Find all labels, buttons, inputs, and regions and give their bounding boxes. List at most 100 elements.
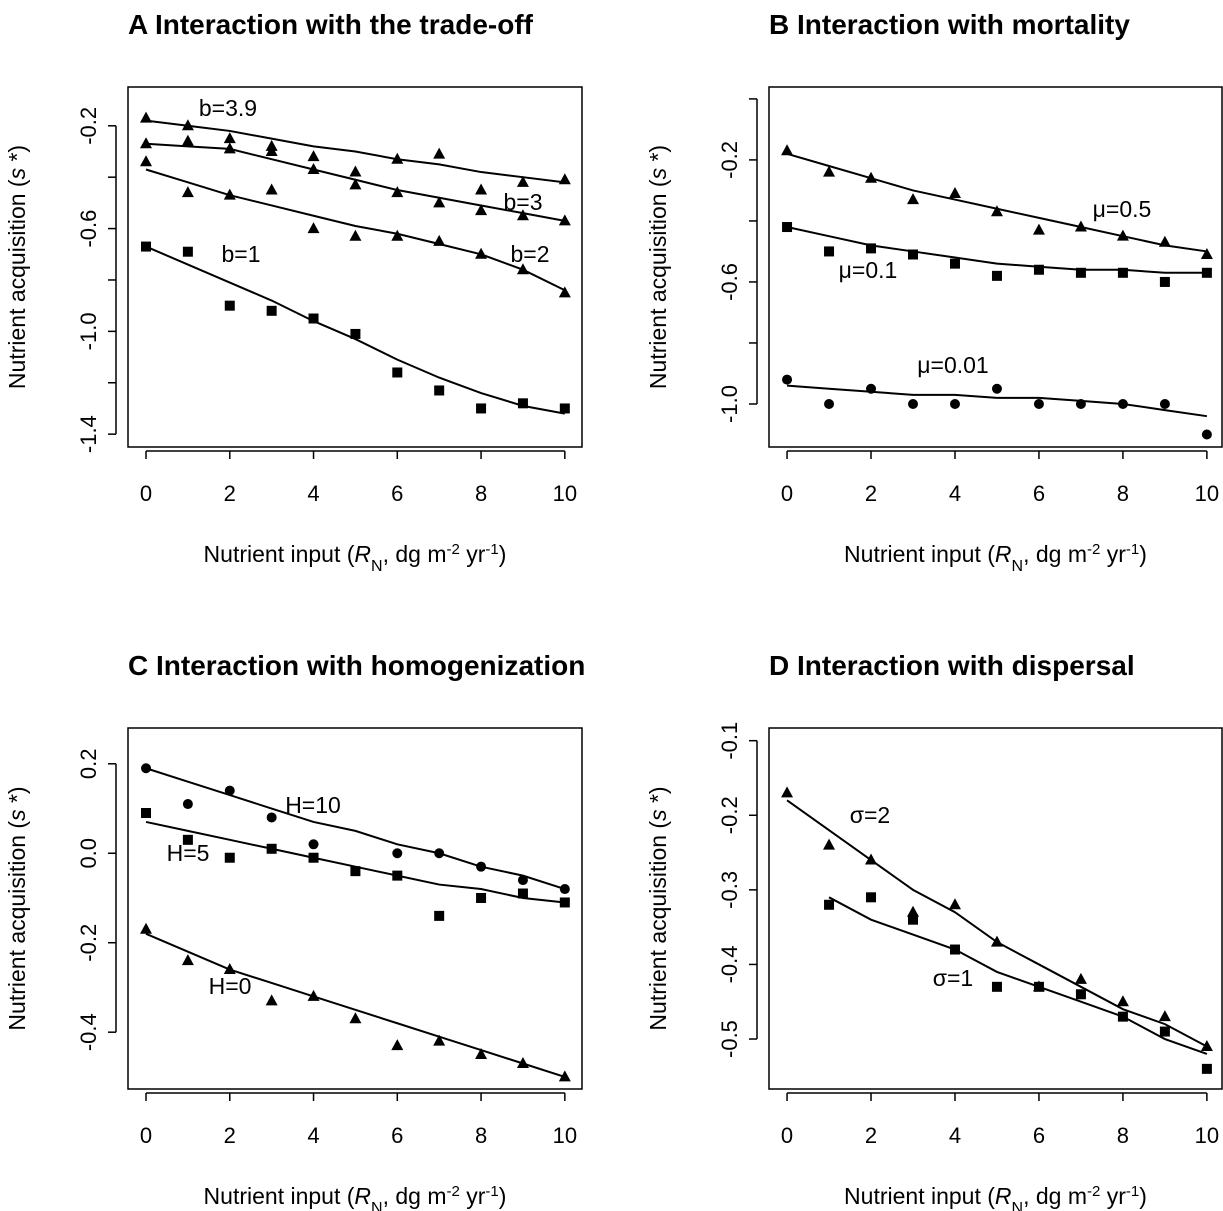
point <box>140 137 153 149</box>
point <box>266 812 277 823</box>
fit-line <box>145 119 565 184</box>
series-label: μ=0.1 <box>839 257 898 283</box>
x-axis-label-part: -2 <box>447 541 460 558</box>
point <box>265 144 278 156</box>
x-tick-label: 10 <box>1195 481 1219 506</box>
x-tick-label: 0 <box>781 481 793 506</box>
point <box>1200 247 1213 259</box>
y-axis-label-part: s <box>4 167 30 179</box>
y-tick-label: -0.2 <box>76 107 101 145</box>
x-axis-label-part: yr <box>460 541 486 567</box>
point <box>392 870 403 881</box>
x-axis-label-part: N <box>1012 558 1024 575</box>
point <box>558 214 571 226</box>
x-axis-label-part: R <box>995 1183 1012 1209</box>
point <box>224 300 235 311</box>
point <box>308 839 319 850</box>
y-axis-label-part: s <box>645 809 671 821</box>
point <box>475 204 488 216</box>
point <box>948 898 961 910</box>
point <box>141 763 152 774</box>
x-axis-label-part: -1 <box>1126 541 1139 558</box>
x-axis-label-part: -2 <box>447 1183 460 1200</box>
point <box>141 241 152 252</box>
series-label: H=0 <box>209 973 252 999</box>
x-axis-label-part: ) <box>1139 541 1147 567</box>
point <box>224 785 235 796</box>
fit-line <box>786 226 1207 274</box>
x-tick-label: 4 <box>307 481 319 506</box>
series-label: b=2 <box>510 241 549 267</box>
y-tick-label: -0.4 <box>76 1013 101 1051</box>
x-axis-label-part: -2 <box>1087 541 1100 558</box>
x-axis-label-part: -1 <box>485 1183 498 1200</box>
x-tick-label: 4 <box>949 1123 961 1148</box>
point <box>1033 398 1044 409</box>
point <box>559 403 570 414</box>
y-tick-label: 0.0 <box>76 838 101 869</box>
point <box>949 944 960 955</box>
point <box>782 374 793 385</box>
point <box>1116 229 1129 241</box>
point <box>1201 429 1212 440</box>
x-tick-label: 2 <box>224 481 236 506</box>
x-tick-label: 10 <box>553 1123 577 1148</box>
plot-box <box>127 86 583 448</box>
point <box>182 246 193 257</box>
x-axis-label-part: N <box>371 1200 383 1211</box>
point <box>1032 223 1045 235</box>
point <box>475 1048 488 1060</box>
point <box>823 838 836 850</box>
y-axis-label-part: *) <box>645 786 671 809</box>
x-tick-label: 10 <box>1195 1123 1219 1148</box>
point <box>265 994 278 1006</box>
fit-line <box>145 168 566 292</box>
y-tick-label: -0.2 <box>717 796 742 834</box>
point <box>782 222 793 233</box>
point <box>476 403 487 414</box>
y-tick-label: -0.6 <box>717 263 742 301</box>
point <box>907 905 920 917</box>
y-axis-label-part: Nutrient acquisition ( <box>645 179 671 389</box>
x-tick-label: 8 <box>1117 1123 1129 1148</box>
y-axis-label-part: *) <box>4 786 30 809</box>
point <box>141 807 152 818</box>
x-tick-label: 4 <box>307 1123 319 1148</box>
point <box>558 173 571 185</box>
x-tick-label: 6 <box>391 1123 403 1148</box>
series-label: σ=1 <box>933 965 973 991</box>
x-axis-label-part: R <box>354 1183 371 1209</box>
point <box>824 398 835 409</box>
panel-title: A Interaction with the trade-off <box>128 9 534 40</box>
x-axis-label-part: ) <box>499 1183 507 1209</box>
point <box>140 922 153 934</box>
point <box>781 786 794 798</box>
point <box>1117 267 1128 278</box>
point <box>516 209 529 221</box>
plot-box <box>127 727 583 1090</box>
point <box>391 229 404 241</box>
point <box>1201 267 1212 278</box>
point <box>908 249 919 260</box>
x-axis-label: Nutrient input (RN, dg m-2 yr-1) <box>204 541 507 575</box>
point <box>516 1057 529 1069</box>
y-axis-label-part: Nutrient acquisition ( <box>4 821 30 1031</box>
y-tick-label: -0.5 <box>717 1020 742 1058</box>
point <box>781 144 794 156</box>
y-axis-label: Nutrient acquisition (s *) <box>4 145 30 389</box>
point <box>391 152 404 164</box>
series-label: H=10 <box>285 792 341 818</box>
x-tick-label: 6 <box>1033 481 1045 506</box>
y-axis-label: Nutrient acquisition (s *) <box>4 786 30 1030</box>
point <box>224 852 235 863</box>
point <box>392 367 403 378</box>
x-axis-label-part: , dg m <box>383 541 447 567</box>
point <box>559 884 570 895</box>
fit-line <box>786 799 1208 1048</box>
point <box>475 183 488 195</box>
y-axis-label: Nutrient acquisition (s *) <box>645 786 671 1030</box>
point <box>475 247 488 259</box>
y-axis-label-part: *) <box>645 145 671 168</box>
y-tick-label: -0.2 <box>76 924 101 962</box>
series-label: σ=2 <box>850 802 890 828</box>
